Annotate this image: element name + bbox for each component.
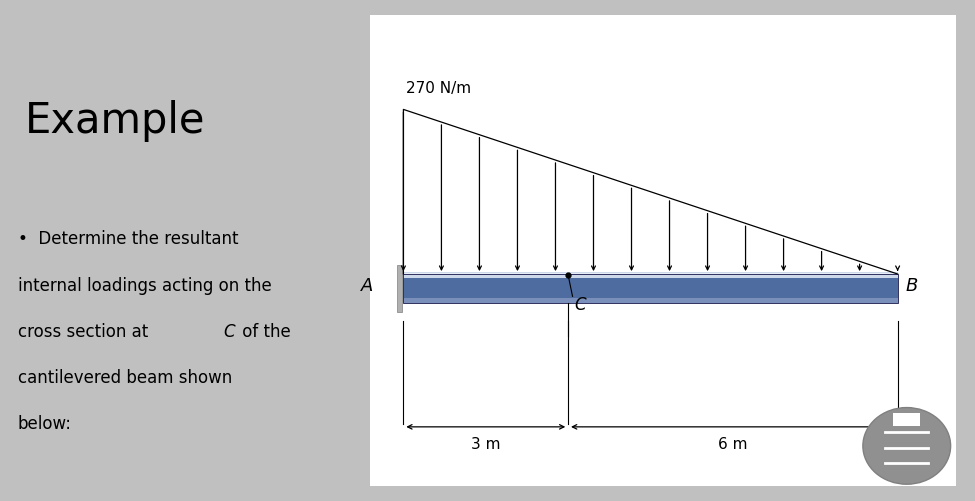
Ellipse shape [863, 408, 951, 484]
Bar [404, 272, 898, 278]
Bar [404, 274, 898, 304]
Text: below:: below: [18, 415, 71, 433]
Text: C: C [574, 297, 586, 314]
Bar [404, 273, 898, 275]
Text: B: B [906, 277, 918, 295]
Text: C: C [223, 323, 235, 341]
Text: cross section at: cross section at [18, 323, 153, 341]
Text: Example: Example [24, 100, 205, 142]
Text: 6 m: 6 m [719, 437, 748, 452]
Text: internal loadings acting on the: internal loadings acting on the [18, 277, 271, 295]
Text: A: A [361, 277, 373, 295]
Text: cantilevered beam shown: cantilevered beam shown [18, 369, 232, 387]
Bar [397, 265, 403, 312]
Bar [893, 412, 920, 426]
Text: •  Determine the resultant: • Determine the resultant [18, 230, 238, 248]
Text: 270 N/m: 270 N/m [407, 82, 471, 97]
Bar [404, 298, 898, 304]
Bar [404, 278, 898, 300]
Text: of the: of the [237, 323, 291, 341]
Text: 3 m: 3 m [471, 437, 500, 452]
